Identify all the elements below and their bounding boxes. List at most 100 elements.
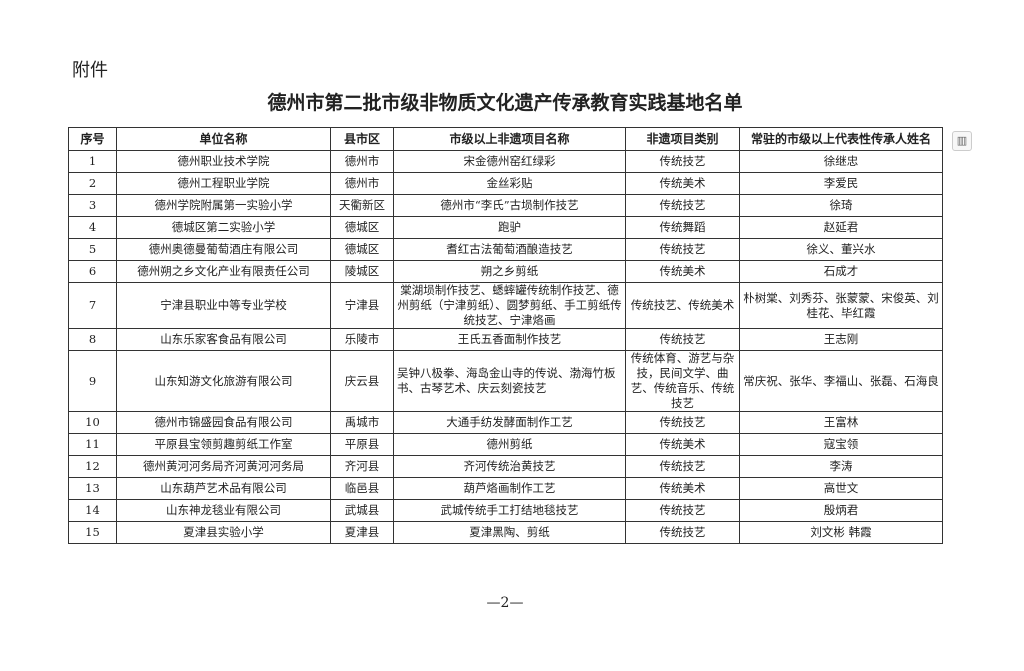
table-cell: 赵延君 <box>739 216 943 239</box>
table-cell: 5 <box>68 238 117 261</box>
table-cell: 德州市锦盛园食品有限公司 <box>116 411 331 434</box>
table-row: 5 德州奥德曼葡萄酒庄有限公司 德城区 耆红古法葡萄酒酿造技艺 传统技艺 徐义、董兴水 <box>68 238 943 261</box>
table-row: 12 德州黄河河务局齐河黄河河务局 齐河县 齐河传统治黄技艺 传统技艺 李涛 <box>68 455 943 478</box>
table-cell: 宋金德州窑红绿彩 <box>393 150 626 173</box>
table-cell: 8 <box>68 328 117 351</box>
table-row: 2 德州工程职业学院 德州市 金丝彩贴 传统美术 李爱民 <box>68 172 943 195</box>
table-row: 7 宁津县职业中等专业学校 宁津县 棠湖埙制作技艺、蟋蟀罐传统制作技艺、德州剪纸（宁津… <box>68 282 943 329</box>
table-cell: 传统技艺 <box>625 499 740 522</box>
table-cell: 山东知游文化旅游有限公司 <box>116 350 331 412</box>
column-header: 县市区 <box>330 127 394 151</box>
table-cell: 传统美术 <box>625 477 740 500</box>
table-cell: 9 <box>68 350 117 412</box>
table-cell: 德州职业技术学院 <box>116 150 331 173</box>
table-row: 14 山东神龙毯业有限公司 武城县 武城传统手工打结地毯技艺 传统技艺 殷炳君 <box>68 499 943 522</box>
table-cell: 德州黄河河务局齐河黄河河务局 <box>116 455 331 478</box>
table-cell: 常庆祝、张华、李福山、张磊、石海良 <box>739 350 943 412</box>
table-row: 6 德州朔之乡文化产业有限责任公司 陵城区 朔之乡剪纸 传统美术 石成才 <box>68 260 943 283</box>
document-title: 德州市第二批市级非物质文化遗产传承教育实践基地名单 <box>267 92 743 114</box>
table-cell: 棠湖埙制作技艺、蟋蟀罐传统制作技艺、德州剪纸（宁津剪纸）、圆梦剪纸、手工剪纸传统… <box>393 282 626 329</box>
table-cell: 跑驴 <box>393 216 626 239</box>
table-row: 10 德州市锦盛园食品有限公司 禹城市 大通手纺发酵面制作工艺 传统技艺 王富林 <box>68 411 943 434</box>
table-cell: 临邑县 <box>330 477 394 500</box>
table-cell: 传统美术 <box>625 172 740 195</box>
table-cell: 德州朔之乡文化产业有限责任公司 <box>116 260 331 283</box>
table-cell: 大通手纺发酵面制作工艺 <box>393 411 626 434</box>
table-cell: 宁津县职业中等专业学校 <box>116 282 331 329</box>
table-cell: 15 <box>68 521 117 544</box>
table-cell: 夏津县 <box>330 521 394 544</box>
table-cell: 德州奥德曼葡萄酒庄有限公司 <box>116 238 331 261</box>
table-cell: 高世文 <box>739 477 943 500</box>
page-number: —2— <box>486 595 524 611</box>
table-cell: 传统体育、游艺与杂技，民间文学、曲艺、传统音乐、传统技艺 <box>625 350 740 412</box>
table-cell: 金丝彩贴 <box>393 172 626 195</box>
table-cell: 山东葫芦艺术品有限公司 <box>116 477 331 500</box>
table-row: 8 山东乐家客食品有限公司 乐陵市 王氏五香面制作技艺 传统技艺 王志刚 <box>68 328 943 351</box>
table-cell: 徐继忠 <box>739 150 943 173</box>
table-cell: 吴钟八极拳、海岛金山寺的传说、渤海竹板书、古琴艺术、庆云刻瓷技艺 <box>393 350 626 412</box>
table-cell: 传统技艺 <box>625 455 740 478</box>
table-cell: 传统技艺 <box>625 150 740 173</box>
table-cell: 德州剪纸 <box>393 433 626 456</box>
table-cell: 传统美术 <box>625 433 740 456</box>
table-cell: 宁津县 <box>330 282 394 329</box>
attachment-label: 附件 <box>72 60 108 81</box>
table-row: 3 德州学院附属第一实验小学 天衢新区 德州市“李氏”古埙制作技艺 传统技艺 徐琦 <box>68 194 943 217</box>
table-cell: 德城区第二实验小学 <box>116 216 331 239</box>
column-header: 市级以上非遗项目名称 <box>393 127 626 151</box>
table-cell: 山东神龙毯业有限公司 <box>116 499 331 522</box>
column-header: 单位名称 <box>116 127 331 151</box>
table-cell: 4 <box>68 216 117 239</box>
table-cell: 1 <box>68 150 117 173</box>
table-cell: 武城传统手工打结地毯技艺 <box>393 499 626 522</box>
table-cell: 平原县 <box>330 433 394 456</box>
base-list-table: 序号 单位名称 县市区 市级以上非遗项目名称 非遗项目类别 常驻的市级以上代表性传承人姓名… <box>68 127 943 544</box>
table-cell: 11 <box>68 433 117 456</box>
table-cell: 石成才 <box>739 260 943 283</box>
column-header: 非遗项目类别 <box>625 127 740 151</box>
table-cell: 王志刚 <box>739 328 943 351</box>
table-row: 13 山东葫芦艺术品有限公司 临邑县 葫芦烙画制作工艺 传统美术 高世文 <box>68 477 943 500</box>
column-header: 序号 <box>68 127 117 151</box>
column-header: 常驻的市级以上代表性传承人姓名 <box>739 127 943 151</box>
table-cell: 传统技艺 <box>625 411 740 434</box>
table-cell: 传统技艺 <box>625 521 740 544</box>
table-cell: 乐陵市 <box>330 328 394 351</box>
table-cell: 陵城区 <box>330 260 394 283</box>
table-cell: 徐琦 <box>739 194 943 217</box>
table-cell: 10 <box>68 411 117 434</box>
table-row: 4 德城区第二实验小学 德城区 跑驴 传统舞蹈 赵延君 <box>68 216 943 239</box>
table-row: 1 德州职业技术学院 德州市 宋金德州窑红绿彩 传统技艺 徐继忠 <box>68 150 943 173</box>
table-cell: 12 <box>68 455 117 478</box>
table-cell: 殷炳君 <box>739 499 943 522</box>
table-cell: 传统技艺 <box>625 238 740 261</box>
table-cell: 刘文彬 韩霞 <box>739 521 943 544</box>
table-cell: 夏津县实验小学 <box>116 521 331 544</box>
table-cell: 武城县 <box>330 499 394 522</box>
table-cell: 齐河县 <box>330 455 394 478</box>
table-cell: 徐义、董兴水 <box>739 238 943 261</box>
table-header-row: 序号 单位名称 县市区 市级以上非遗项目名称 非遗项目类别 常驻的市级以上代表性传承人姓名 <box>68 127 943 151</box>
table-cell: 李爱民 <box>739 172 943 195</box>
table-cell: 耆红古法葡萄酒酿造技艺 <box>393 238 626 261</box>
table-row: 11 平原县宝领剪趣剪纸工作室 平原县 德州剪纸 传统美术 寇宝领 <box>68 433 943 456</box>
table-cell: 传统技艺、传统美术 <box>625 282 740 329</box>
table-cell: 王氏五香面制作技艺 <box>393 328 626 351</box>
fit-page-icon[interactable]: ▥ <box>952 131 972 151</box>
table-cell: 德州市“李氏”古埙制作技艺 <box>393 194 626 217</box>
table-cell: 传统美术 <box>625 260 740 283</box>
table-cell: 德州市 <box>330 172 394 195</box>
table-cell: 朔之乡剪纸 <box>393 260 626 283</box>
table-row: 15 夏津县实验小学 夏津县 夏津黑陶、剪纸 传统技艺 刘文彬 韩霞 <box>68 521 943 544</box>
table-cell: 平原县宝领剪趣剪纸工作室 <box>116 433 331 456</box>
table-cell: 天衢新区 <box>330 194 394 217</box>
table-cell: 传统技艺 <box>625 194 740 217</box>
table-cell: 德城区 <box>330 238 394 261</box>
table-cell: 王富林 <box>739 411 943 434</box>
table-cell: 德州工程职业学院 <box>116 172 331 195</box>
table-row: 9 山东知游文化旅游有限公司 庆云县 吴钟八极拳、海岛金山寺的传说、渤海竹板书、古琴艺… <box>68 350 943 412</box>
table-cell: 2 <box>68 172 117 195</box>
table-cell: 3 <box>68 194 117 217</box>
table-cell: 山东乐家客食品有限公司 <box>116 328 331 351</box>
